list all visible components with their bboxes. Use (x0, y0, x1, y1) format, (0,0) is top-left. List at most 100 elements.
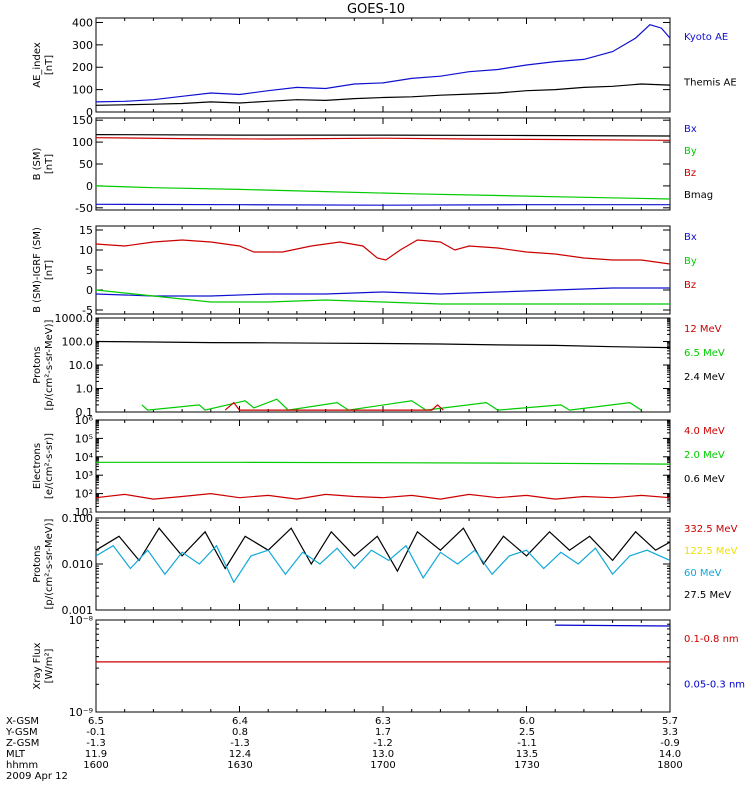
series-themis-ae (95, 83, 671, 106)
y-tick-label: 100.0 (62, 336, 94, 349)
legend-entry: 332.5 MeV (684, 524, 738, 535)
series-60-mev (95, 544, 671, 584)
x-axis-value: 6.4 (232, 716, 248, 727)
panel-frame (95, 619, 671, 713)
y-tick-label: 1000.0 (55, 312, 94, 325)
y-tick-label: 0 (86, 180, 93, 193)
x-axis-value: 1.7 (375, 727, 391, 738)
x-axis-value: 6.5 (88, 716, 104, 727)
y-tick-label: 200 (72, 61, 93, 74)
y-axis-label: [e/(cm²-s-sr)] (44, 433, 55, 499)
legend-entry: Bz (684, 168, 696, 179)
x-axis-value: -0.1 (86, 727, 106, 738)
y-tick-label: 10⁵ (75, 432, 93, 445)
y-axis-label: Protons (32, 346, 43, 383)
y-tick-label: 1.0 (76, 383, 94, 396)
y-tick-label: 5 (86, 264, 93, 277)
x-axis-value: 5.7 (662, 716, 678, 727)
panel-frame (95, 117, 671, 211)
x-axis-value: 1730 (514, 760, 539, 771)
panel-1: -50 0 50 100 150 B (SM) [nT] Bx By Bz Bmag (32, 114, 713, 215)
y-tick-label: 100 (72, 136, 93, 149)
y-tick-label: 10.0 (69, 359, 94, 372)
y-tick-label: -5 (82, 304, 93, 317)
y-axis-label: AE_index (32, 42, 43, 88)
panel-4: 10¹ 10² 10³ 10⁴ 10⁵ 10⁶ Electrons [e/(cm²-s-sr)… (32, 414, 725, 519)
series-by (95, 185, 671, 200)
x-axis-value: 0.8 (232, 727, 248, 738)
legend-entry: 0.1-0.8 nm (684, 634, 739, 645)
legend-entry: 122.5 MeV (684, 546, 738, 557)
series-bz (95, 137, 671, 141)
x-axis-value: -1.2 (373, 738, 393, 749)
y-tick-label: 0 (86, 284, 93, 297)
legend-entry: Bx (684, 232, 697, 243)
legend-entry: 6.5 MeV (684, 348, 725, 359)
x-axis-value: 1700 (370, 760, 395, 771)
series-0-6-mev (95, 492, 671, 500)
x-axis-row-label: X-GSM (6, 716, 39, 727)
legend-entry: 2.4 MeV (684, 372, 725, 383)
legend-entry: 27.5 MeV (684, 590, 731, 601)
y-tick-label: 0.100 (62, 512, 94, 525)
y-axis-label: [nT] (44, 55, 55, 75)
x-axis-row-label: hhmm (6, 760, 38, 771)
x-axis-value: 1800 (657, 760, 682, 771)
legend-entry: 12 MeV (684, 324, 722, 335)
y-tick-label: 10¹ (75, 506, 93, 519)
series-kyoto-ae (95, 24, 671, 103)
y-tick-label: 0.1 (76, 406, 94, 419)
series-bmag (95, 134, 671, 137)
panel-6: 10⁻⁹ 10⁻⁸ Xray Flux [W/m²] 0.1-0.8 nm 0.05-0.… (32, 614, 745, 719)
series-27-5-mev (95, 527, 671, 573)
legend-entry: Themis AE (683, 78, 737, 89)
y-axis-label: Xray Flux (32, 642, 43, 689)
x-axis-value: 6.0 (519, 716, 535, 727)
series-2-4-mev (95, 340, 671, 349)
x-axis-value: 13.5 (516, 749, 538, 760)
x-axis-value: 1600 (83, 760, 108, 771)
panel-frame (95, 517, 671, 611)
x-axis-value: -1.1 (517, 738, 537, 749)
y-tick-label: 100 (72, 84, 93, 97)
plot-title: GOES-10 (347, 2, 405, 17)
x-axis-row-label: 2009 Apr 12 (6, 771, 68, 782)
y-tick-label: 10² (75, 488, 93, 501)
x-axis-row-label: MLT (6, 749, 26, 760)
series-6-5-mev (141, 398, 642, 411)
x-axis-value: 3.3 (662, 727, 678, 738)
y-tick-label: 0.001 (62, 604, 94, 617)
legend-entry: Bmag (684, 190, 713, 201)
y-axis-label: [p/(cm²-s-sr-MeV)] (44, 518, 55, 609)
legend-entry: Bz (684, 280, 696, 291)
y-tick-label: 50 (79, 158, 93, 171)
y-axis-label: Electrons (32, 443, 43, 489)
panel-3: 0.1 1.0 10.0 100.0 1000.0 Protons [p/(cm²-s-sr… (32, 312, 725, 419)
y-tick-label: 300 (72, 39, 93, 52)
y-axis-label: [nT] (44, 154, 55, 174)
y-tick-label: 10³ (75, 469, 93, 482)
x-axis-value: -1.3 (86, 738, 106, 749)
legend-entry: Kyoto AE (684, 32, 728, 43)
series-by (95, 289, 670, 305)
x-axis-value: 2.5 (519, 727, 535, 738)
panel-0: 0 100 200 300 400 AE_index [nT] Kyoto AE Themis … (32, 16, 737, 119)
panel-frame (95, 225, 671, 315)
legend-entry: Bx (684, 124, 697, 135)
legend-entry: By (684, 146, 697, 157)
legend-entry: 4.0 MeV (684, 426, 725, 437)
series-12-mev (224, 401, 444, 411)
x-axis-value: 1630 (227, 760, 252, 771)
y-axis-label: [nT] (44, 260, 55, 280)
y-axis-label: [W/m²] (44, 648, 55, 683)
y-axis-label: Protons (32, 545, 43, 582)
legend-entry: 0.6 MeV (684, 474, 725, 485)
legend-entry: 60 MeV (684, 568, 722, 579)
y-axis-label: [p/(cm²-s-sr-MeV)] (44, 319, 55, 410)
y-tick-label: 10 (79, 244, 93, 257)
legend-entry: By (684, 256, 697, 267)
series-bx (95, 203, 670, 206)
